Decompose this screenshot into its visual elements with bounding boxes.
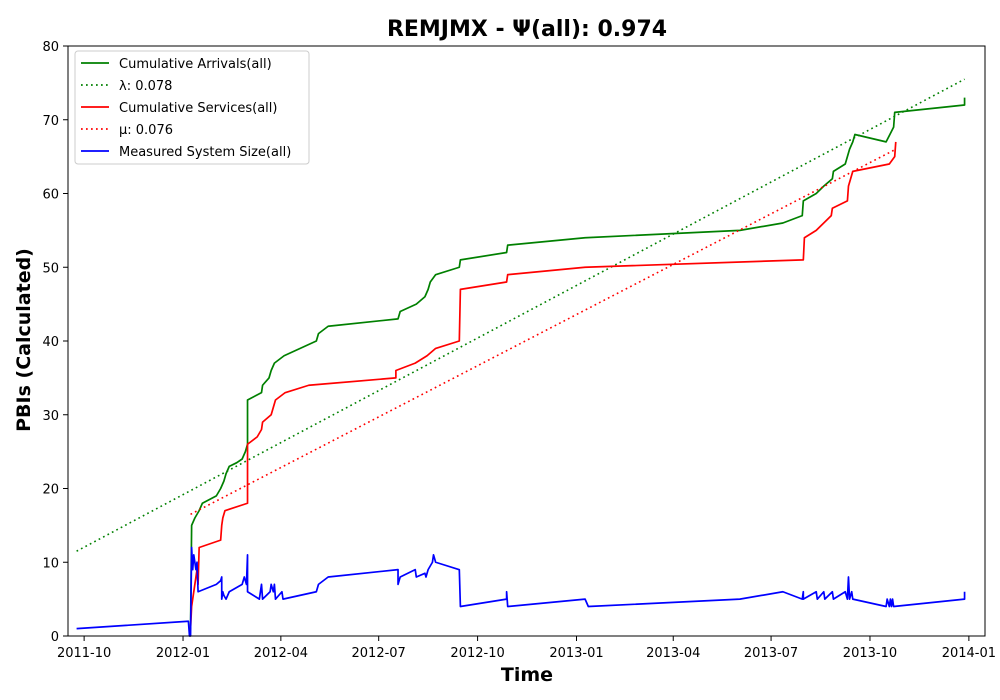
y-tick-label: 50 xyxy=(42,261,59,276)
x-tick-label: 2014-01 xyxy=(942,646,996,661)
x-axis-label: Time xyxy=(501,664,553,686)
legend-label: Cumulative Arrivals(all) xyxy=(119,57,272,72)
x-tick-label: 2013-04 xyxy=(646,646,700,661)
y-tick-label: 80 xyxy=(42,40,59,55)
y-axis-label: PBIs (Calculated) xyxy=(13,248,35,432)
series-line-2 xyxy=(189,141,897,629)
series-line-4 xyxy=(76,546,966,637)
axes-layer: 2011-10 2012-01 2012-04 2012-07 2012-10 2013-… xyxy=(42,40,996,661)
y-tick-label: 20 xyxy=(42,483,59,498)
y-tick-label: 60 xyxy=(42,188,59,203)
y-tick-label: 0 xyxy=(51,630,59,645)
legend: Cumulative Arrivals(all) λ: 0.078 Cumulati… xyxy=(74,50,310,165)
series-line-0 xyxy=(189,97,966,629)
legend-label: Cumulative Services(all) xyxy=(119,101,277,116)
x-tick-label: 2013-07 xyxy=(744,646,798,661)
x-tick-label: 2013-01 xyxy=(549,646,603,661)
y-tick-label: 10 xyxy=(42,556,59,571)
series-line-3 xyxy=(190,148,897,516)
chart-title: REMJMX - Ψ(all): 0.974 xyxy=(387,17,667,42)
x-tick-label: 2011-10 xyxy=(57,646,111,661)
legend-label: λ: 0.078 xyxy=(119,79,172,94)
legend-label: μ: 0.076 xyxy=(119,123,173,138)
legend-box xyxy=(74,50,310,165)
x-tick-label: 2013-10 xyxy=(843,646,897,661)
y-tick-label: 40 xyxy=(42,335,59,350)
plot-frame xyxy=(67,45,986,637)
y-tick-label: 70 xyxy=(42,114,59,129)
x-tick-label: 2012-10 xyxy=(450,646,504,661)
legend-label: Measured System Size(all) xyxy=(119,145,291,160)
x-tick-label: 2012-07 xyxy=(352,646,406,661)
x-tick-label: 2012-01 xyxy=(156,646,210,661)
x-tick-label: 2012-04 xyxy=(254,646,308,661)
series-layer xyxy=(76,78,966,637)
y-tick-label: 30 xyxy=(42,409,59,424)
